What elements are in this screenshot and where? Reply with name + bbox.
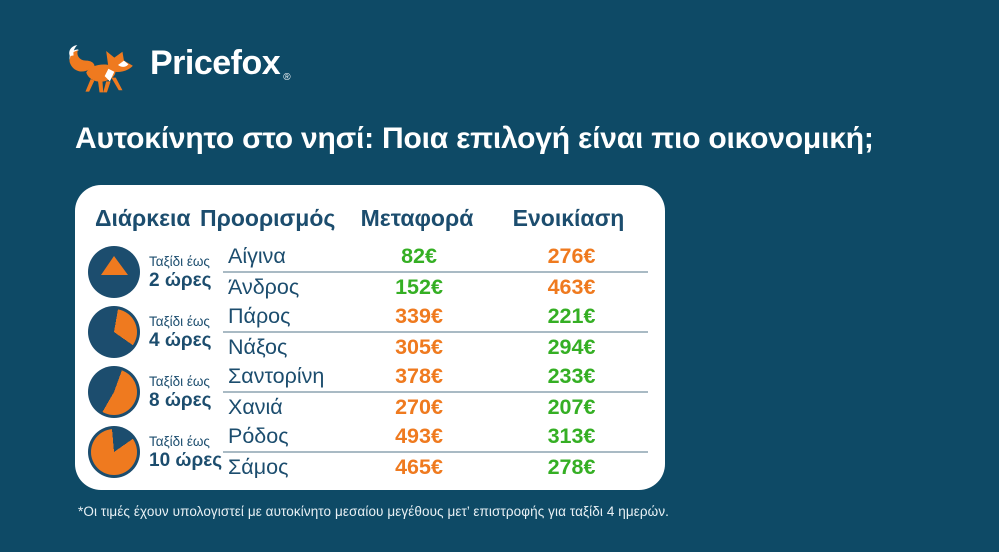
- page-title: Αυτοκίνητο στο νησί: Ποια επιλογή είναι …: [75, 122, 874, 155]
- rental-price: 463€: [547, 275, 596, 299]
- duration-prefix: Ταξίδι έως: [149, 373, 210, 389]
- transport-price: 152€: [395, 275, 443, 299]
- comparison-card: Διάρκεια Προορισμός Μεταφορά Ενοικίαση Τ…: [75, 185, 665, 490]
- duration-group: Ταξίδι έως 4 ώρες Πάρος 339€ 221€ Νάξος …: [75, 302, 665, 362]
- transport-price: 465€: [395, 455, 443, 479]
- group-rows: Ρόδος 493€ 313€ Σάμος 465€ 278€: [223, 422, 648, 482]
- table-row: Χανιά 270€ 207€: [223, 393, 648, 422]
- col-header-rental: Ενοικίαση: [512, 205, 625, 231]
- destination-cell: Αίγινα: [228, 244, 286, 268]
- duration-value: 2 ώρες: [149, 269, 212, 291]
- table-row: Νάξος 305€ 294€: [223, 333, 648, 362]
- duration-cell: Ταξίδι έως 8 ώρες: [88, 366, 223, 418]
- duration-cell: Ταξίδι έως 4 ώρες: [88, 306, 223, 358]
- duration-label: Ταξίδι έως 8 ώρες: [149, 373, 212, 412]
- duration-group: Ταξίδι έως 2 ώρες Αίγινα 82€ 276€ Άνδρος…: [75, 242, 665, 302]
- duration-label: Ταξίδι έως 10 ώρες: [149, 433, 222, 472]
- group-rows: Αίγινα 82€ 276€ Άνδρος 152€ 463€: [223, 242, 648, 302]
- pie-10h-icon: [88, 426, 140, 478]
- registered-mark: ®: [283, 72, 291, 83]
- table-row: Σάμος 465€ 278€: [223, 453, 648, 482]
- duration-prefix: Ταξίδι έως: [149, 313, 210, 329]
- brand-name: Pricefox ®: [150, 44, 291, 83]
- table-header: Διάρκεια Προορισμός Μεταφορά Ενοικίαση: [75, 203, 665, 233]
- pie-2h-icon: [88, 246, 140, 298]
- duration-value: 4 ώρες: [149, 329, 212, 351]
- table-row: Πάρος 339€ 221€: [223, 302, 648, 333]
- pie-8h-icon: [88, 366, 140, 418]
- destination-cell: Πάρος: [228, 304, 291, 328]
- pie-4h-icon: [88, 306, 140, 358]
- group-rows: Πάρος 339€ 221€ Νάξος 305€ 294€: [223, 302, 648, 362]
- destination-cell: Ρόδος: [228, 424, 289, 448]
- rental-price: 313€: [547, 424, 596, 448]
- table-row: Άνδρος 152€ 463€: [223, 273, 648, 302]
- footnote: *Οι τιμές έχουν υπολογιστεί με αυτοκίνητ…: [78, 504, 670, 519]
- col-header-destination: Προορισμός: [200, 205, 336, 231]
- duration-cell: Ταξίδι έως 2 ώρες: [88, 246, 223, 298]
- transport-price: 305€: [395, 335, 443, 359]
- rental-price: 294€: [547, 335, 596, 359]
- destination-cell: Σάμος: [228, 455, 289, 479]
- duration-label: Ταξίδι έως 4 ώρες: [149, 313, 212, 352]
- fox-icon: [69, 44, 133, 92]
- rental-price: 276€: [547, 244, 596, 268]
- table-row: Ρόδος 493€ 313€: [223, 422, 648, 453]
- rental-price: 233€: [547, 364, 596, 388]
- destination-cell: Άνδρος: [228, 275, 300, 299]
- brand-logo: Pricefox ®: [64, 34, 291, 101]
- table-groups: Ταξίδι έως 2 ώρες Αίγινα 82€ 276€ Άνδρος…: [75, 242, 665, 482]
- transport-price: 82€: [401, 244, 437, 268]
- duration-value: 10 ώρες: [149, 449, 223, 471]
- destination-cell: Νάξος: [228, 335, 288, 359]
- destination-cell: Χανιά: [228, 395, 283, 419]
- duration-group: Ταξίδι έως 10 ώρες Ρόδος 493€ 313€ Σάμος…: [75, 422, 665, 482]
- duration-label: Ταξίδι έως 2 ώρες: [149, 253, 212, 292]
- destination-cell: Σαντορίνη: [228, 364, 325, 388]
- rental-price: 278€: [547, 455, 596, 479]
- duration-group: Ταξίδι έως 8 ώρες Σαντορίνη 378€ 233€ Χα…: [75, 362, 665, 422]
- table-row: Σαντορίνη 378€ 233€: [223, 362, 648, 393]
- duration-value: 8 ώρες: [149, 389, 212, 411]
- group-rows: Σαντορίνη 378€ 233€ Χανιά 270€ 207€: [223, 362, 648, 422]
- duration-prefix: Ταξίδι έως: [149, 253, 210, 269]
- col-header-transport: Μεταφορά: [360, 205, 474, 231]
- transport-price: 339€: [395, 304, 443, 328]
- transport-price: 493€: [395, 424, 443, 448]
- transport-price: 270€: [395, 395, 443, 419]
- duration-cell: Ταξίδι έως 10 ώρες: [88, 426, 223, 478]
- duration-prefix: Ταξίδι έως: [149, 433, 210, 449]
- col-header-duration: Διάρκεια: [95, 205, 191, 231]
- transport-price: 378€: [395, 364, 443, 388]
- table-row: Αίγινα 82€ 276€: [223, 242, 648, 273]
- rental-price: 221€: [547, 304, 596, 328]
- rental-price: 207€: [547, 395, 596, 419]
